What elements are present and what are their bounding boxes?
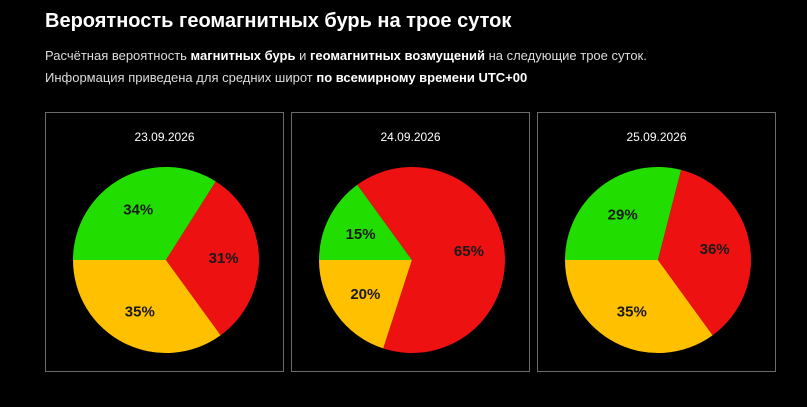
forecast-card-day-2: 24.09.2026 15% 20% 65% [291,112,530,372]
description-text: на следующие трое суток. [484,48,647,63]
pie-slice-green [565,166,682,260]
page-title: Вероятность геомагнитных бурь на трое су… [45,10,512,32]
pie-slice-orange [73,260,221,353]
pie-slice-red [658,169,752,336]
pie-slice-orange [319,260,412,349]
pie-slice-red [357,167,505,354]
pie-slice-label-red: 31% [209,250,239,267]
pie-slice-label-orange: 35% [125,303,155,320]
description-bold-text: геомагнитных возмущений [310,48,485,63]
description-text: и [295,48,310,63]
pie-slice-label-green: 29% [608,206,638,223]
description-text: Информация приведена для средних широт [45,70,317,85]
description-text: Расчётная вероятность [45,48,191,63]
forecast-card-day-3: 25.09.2026 29% 35% 36% [537,112,776,372]
description-bold-text: по всемирному времени UTC+00 [316,70,528,85]
description-line-2: Информация приведена для средних широт п… [45,70,527,85]
pie-slice-green [319,184,412,260]
pie-slice-label-red: 36% [700,241,730,258]
pie-chart: 29% 35% 36% [565,166,752,353]
pie-slice-orange [565,260,713,353]
pie-slice-label-red: 65% [454,243,484,260]
description-bold-text: магнитных бурь [190,48,296,63]
pie-chart: 34% 35% 31% [73,167,259,353]
pie-slice-label-orange: 20% [350,286,380,303]
card-date: 24.09.2026 [380,130,441,144]
pie-slice-green [73,167,216,260]
pie-slice-label-green: 15% [346,226,376,243]
pie-slice-label-green: 34% [123,201,153,218]
pie-slice-red [166,181,259,336]
card-date: 25.09.2026 [626,130,687,144]
pie-chart: 15% 20% 65% [319,167,505,354]
description-line-1: Расчётная вероятность магнитных бурь и г… [45,48,647,63]
pie-slice-label-orange: 35% [617,303,647,320]
card-date: 23.09.2026 [134,130,195,144]
forecast-card-day-1: 23.09.2026 34% 35% 31% [45,112,284,372]
